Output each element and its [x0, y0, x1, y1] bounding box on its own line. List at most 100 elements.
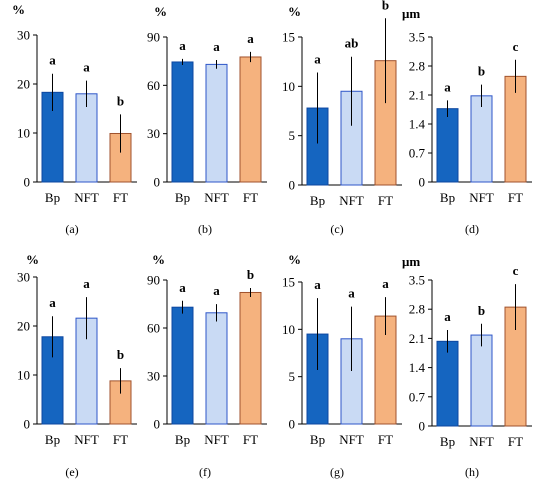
- x-tick-label: FT: [378, 193, 393, 208]
- y-tick-label: 90: [147, 273, 160, 288]
- bar-nft: [205, 312, 228, 425]
- y-tick-label: 1.4: [409, 117, 426, 132]
- y-tick-label: 0: [419, 175, 426, 190]
- significance-letter: b: [478, 303, 485, 318]
- x-tick-label: FT: [508, 190, 523, 205]
- y-tick-label: 30: [147, 369, 160, 384]
- significance-letter: a: [83, 60, 90, 75]
- chart-panel-h: μm 0 0.7 1.4 2.1 2.8 3.5 a Bp b NFT c FT (h): [402, 254, 532, 479]
- x-tick-label: NFT: [469, 190, 494, 205]
- x-tick-label: NFT: [469, 434, 494, 449]
- x-tick-label: NFT: [339, 432, 364, 447]
- y-tick-label: 3.5: [409, 30, 425, 45]
- significance-letter: b: [478, 64, 485, 79]
- panel-caption: (c): [330, 222, 343, 236]
- y-unit-label: %: [12, 2, 25, 17]
- y-tick-label: 30: [147, 126, 160, 141]
- x-tick-label: Bp: [175, 432, 190, 447]
- chart-panel-f: % 0 30 60 90 a Bp a NFT b FT (f): [147, 252, 267, 479]
- x-tick-label: Bp: [45, 190, 60, 205]
- y-tick-label: 0: [289, 178, 296, 193]
- x-tick-label: NFT: [204, 432, 229, 447]
- y-tick-label: 10: [17, 126, 30, 141]
- y-unit-label: %: [154, 4, 167, 19]
- y-tick-label: 10: [282, 79, 295, 94]
- x-tick-label: NFT: [204, 190, 229, 205]
- bar-bp: [436, 108, 459, 183]
- y-tick-label: 0: [289, 417, 296, 432]
- significance-letter: a: [382, 276, 389, 291]
- bar-nft: [470, 334, 493, 427]
- y-tick-label: 0: [24, 417, 31, 432]
- x-tick-label: Bp: [45, 432, 60, 447]
- significance-letter: a: [49, 53, 56, 68]
- y-tick-label: 15: [282, 30, 295, 45]
- panel-caption: (a): [65, 222, 78, 236]
- x-tick-label: Bp: [175, 190, 190, 205]
- significance-letter: a: [247, 31, 254, 46]
- significance-letter: c: [513, 263, 519, 278]
- y-tick-label: 20: [17, 77, 30, 92]
- y-tick-label: 10: [282, 322, 295, 337]
- y-tick-label: 15: [282, 275, 295, 290]
- y-tick-label: 60: [147, 78, 160, 93]
- chart-panel-a: % 0 10 20 30 a Bp a NFT b FT (a): [12, 2, 137, 236]
- significance-letter: a: [213, 283, 220, 298]
- x-tick-label: Bp: [440, 190, 455, 205]
- significance-letter: ab: [345, 36, 359, 51]
- chart-panel-d: μm 0 0.7 1.4 2.1 2.8 3.5 a Bp b NFT c FT (d): [402, 6, 532, 236]
- y-unit-label: %: [26, 252, 39, 267]
- panel-caption: (b): [198, 222, 212, 236]
- bar-ft: [239, 56, 262, 183]
- panel-caption: (d): [465, 222, 479, 236]
- bar-nft: [470, 95, 493, 183]
- panel-caption: (f): [199, 465, 211, 479]
- x-tick-label: FT: [113, 190, 128, 205]
- y-tick-label: 0.7: [409, 389, 426, 404]
- y-tick-label: 0: [419, 419, 426, 434]
- bar-nft: [205, 63, 228, 183]
- y-tick-label: 30: [17, 28, 30, 43]
- x-tick-label: FT: [243, 190, 258, 205]
- x-tick-label: FT: [508, 434, 523, 449]
- significance-letter: b: [382, 0, 389, 12]
- bar-ft: [239, 291, 262, 425]
- y-unit-label: %: [152, 252, 165, 267]
- significance-letter: a: [213, 39, 220, 54]
- y-tick-label: 5: [289, 128, 296, 143]
- bar-bp: [171, 306, 194, 425]
- y-unit-label: μm: [402, 254, 420, 269]
- y-tick-label: 3.5: [409, 273, 425, 288]
- y-tick-label: 5: [289, 369, 296, 384]
- x-tick-label: FT: [378, 432, 393, 447]
- significance-letter: a: [314, 277, 321, 292]
- panel-caption: (e): [65, 465, 78, 479]
- significance-letter: b: [117, 347, 124, 362]
- x-tick-label: NFT: [339, 193, 364, 208]
- x-tick-label: Bp: [310, 193, 325, 208]
- significance-letter: a: [314, 52, 321, 67]
- chart-panel-e: % 0 10 20 30 a Bp a NFT b FT (e): [17, 252, 137, 479]
- x-tick-label: Bp: [440, 434, 455, 449]
- significance-letter: a: [83, 276, 90, 291]
- significance-letter: a: [179, 38, 186, 53]
- y-tick-label: 60: [147, 321, 160, 336]
- y-tick-label: 90: [147, 30, 160, 45]
- y-tick-label: 2.1: [409, 331, 425, 346]
- significance-letter: a: [179, 280, 186, 295]
- significance-letter: a: [348, 286, 355, 301]
- y-tick-label: 20: [17, 319, 30, 334]
- y-tick-label: 2.1: [409, 88, 425, 103]
- significance-letter: c: [513, 39, 519, 54]
- x-tick-label: NFT: [74, 190, 99, 205]
- y-tick-label: 2.8: [409, 302, 425, 317]
- y-tick-label: 0.7: [409, 146, 426, 161]
- significance-letter: a: [444, 79, 451, 94]
- panel-caption: (h): [465, 465, 479, 479]
- y-tick-label: 2.8: [409, 59, 425, 74]
- significance-letter: a: [49, 295, 56, 310]
- y-tick-label: 10: [17, 368, 30, 383]
- y-unit-label: %: [288, 252, 301, 267]
- panel-caption: (g): [330, 465, 344, 479]
- significance-letter: b: [117, 93, 124, 108]
